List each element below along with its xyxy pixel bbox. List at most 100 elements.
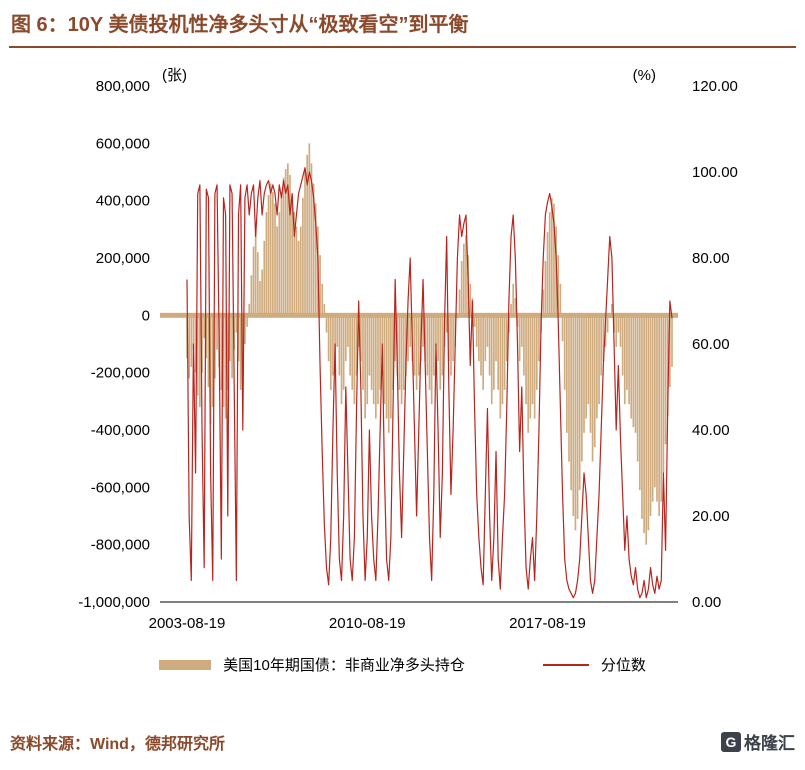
net-position-bar [291, 194, 293, 316]
net-position-bar [638, 315, 641, 491]
right-axis-tick-label: 80.00 [692, 250, 730, 267]
net-position-bar [669, 315, 671, 387]
net-position-bar [550, 197, 553, 316]
net-position-bar [619, 315, 622, 347]
net-position-bar [422, 315, 424, 347]
net-position-bar [355, 315, 358, 376]
net-position-bar [308, 143, 311, 316]
net-position-bar [465, 235, 467, 316]
net-position-bar [289, 174, 291, 316]
net-position-bar [480, 315, 482, 376]
net-position-bar [450, 315, 452, 376]
net-position-bar [413, 315, 416, 376]
net-position-bar [263, 240, 266, 316]
net-position-bar [641, 315, 643, 519]
net-position-bar [267, 194, 270, 316]
net-position-bar [520, 315, 523, 347]
net-position-bar [542, 289, 545, 316]
net-position-bar [194, 315, 197, 373]
net-position-bar [392, 315, 394, 390]
left-axis-tick-label: 200,000 [96, 250, 150, 267]
net-position-bar [211, 315, 214, 408]
left-axis-unit-label: (张) [162, 67, 187, 84]
net-position-bar [585, 315, 588, 419]
x-axis-tick-label: 2010-08-19 [329, 615, 406, 632]
x-axis-tick-label: 2003-08-19 [149, 615, 226, 632]
net-position-bar [415, 315, 418, 390]
net-position-bar [278, 212, 281, 316]
net-position-bar [636, 315, 639, 462]
net-position-bar [287, 163, 289, 316]
net-position-bar [535, 315, 538, 390]
net-position-bar [274, 203, 276, 316]
net-position-bar [216, 315, 218, 350]
net-position-bar [596, 315, 598, 419]
legend-item-percentile: 分位数 [542, 654, 646, 675]
percentile-line-layer [186, 167, 673, 599]
net-position-bar [387, 315, 390, 433]
net-position-bar [559, 283, 562, 316]
net-position-bar [229, 315, 231, 362]
net-position-bar [437, 315, 439, 362]
net-position-bar [623, 315, 626, 405]
net-position-bar [334, 315, 336, 362]
net-position-bar [224, 315, 227, 419]
left-axis-tick-label: 0 [142, 307, 150, 324]
net-position-bar [460, 260, 463, 316]
net-position-bar [314, 203, 317, 316]
net-position-bar [385, 315, 388, 419]
net-position-bar [276, 226, 278, 316]
net-position-bar [647, 315, 650, 531]
net-position-bar [563, 315, 566, 390]
net-position-bar [261, 269, 263, 316]
net-position-bar [469, 283, 472, 316]
figure-header: 图 6：10Y 美债投机性净多头寸从“极致看空”到平衡 [9, 0, 796, 48]
net-position-bar [323, 303, 326, 316]
right-axis-tick-label: 20.00 [692, 508, 730, 525]
net-position-bar [533, 315, 536, 419]
net-position-bar [271, 192, 274, 316]
net-position-bar [269, 183, 272, 316]
net-position-bar [312, 183, 315, 316]
net-position-bar [600, 315, 603, 376]
figure-title: 图 6：10Y 美债投机性净多头寸从“极致看空”到平衡 [11, 14, 469, 36]
net-position-bar [445, 315, 448, 333]
net-position-bar [651, 315, 654, 502]
net-position-bar [280, 192, 283, 316]
net-position-bar [259, 280, 261, 316]
net-position-bar [402, 315, 405, 390]
net-position-bar [338, 315, 341, 376]
net-position-bar [544, 260, 547, 316]
net-position-bar [611, 303, 613, 316]
net-position-bar [501, 315, 504, 405]
net-position-bar [239, 315, 242, 390]
net-position-bar [214, 315, 216, 379]
net-position-bar [529, 315, 532, 419]
net-position-bar [293, 212, 296, 316]
net-position-bar [484, 315, 487, 362]
net-position-bar [660, 315, 663, 502]
net-position-bar [332, 315, 334, 376]
net-position-bar [199, 315, 201, 408]
figure-footer: 资料来源：Wind，德邦研究所 G 格隆汇 [0, 729, 805, 770]
net-position-bar [441, 315, 444, 376]
net-position-bar [566, 315, 568, 433]
right-axis-tick-label: 60.00 [692, 336, 730, 353]
net-position-bar [235, 315, 238, 333]
net-position-bar [329, 315, 332, 390]
net-position-bar [490, 315, 493, 405]
right-axis-tick-label: 100.00 [692, 164, 738, 181]
x-axis-tick-label: 2017-08-19 [509, 615, 586, 632]
net-position-bar [486, 315, 489, 347]
net-position-bar [589, 315, 592, 433]
net-position-bar [366, 315, 369, 405]
net-position-bar [306, 154, 309, 316]
left-axis-tick-label: -600,000 [91, 479, 150, 496]
net-position-bar [557, 255, 560, 316]
net-position-bar [196, 315, 199, 396]
gelonghui-logo-icon: G [721, 731, 741, 752]
net-position-bar [561, 315, 564, 342]
net-position-bar [482, 315, 484, 390]
net-position-bar [548, 212, 551, 316]
left-axis-tick-label: -800,000 [91, 537, 150, 554]
